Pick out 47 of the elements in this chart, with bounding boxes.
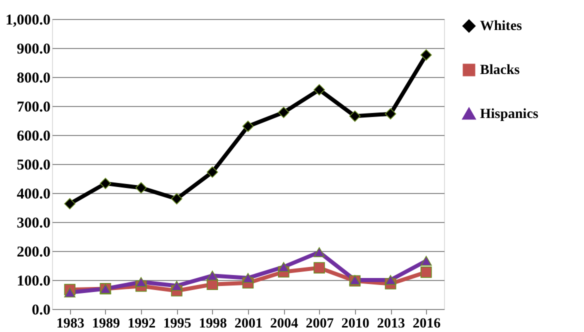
x-tick-label: 1998 <box>198 316 227 332</box>
point <box>314 247 325 258</box>
point <box>314 262 325 274</box>
y-tick-label: 800.0 <box>16 70 50 86</box>
legend-label: Whites <box>480 19 523 34</box>
y-tick-label: 0.0 <box>32 302 50 318</box>
point <box>242 273 254 283</box>
x-tick-label: 2013 <box>377 316 406 332</box>
x-tick-label: 1989 <box>92 316 120 332</box>
point <box>278 262 290 272</box>
point <box>64 288 76 298</box>
x-tick-label: 2004 <box>270 316 298 332</box>
x-tick-label: 1983 <box>56 316 84 332</box>
point <box>420 266 432 278</box>
x-tick-label: 1992 <box>128 316 156 332</box>
point <box>171 280 182 291</box>
point <box>420 49 432 61</box>
point <box>206 166 218 178</box>
point <box>278 106 290 118</box>
point <box>171 193 182 204</box>
x-tick-label: 2016 <box>412 316 441 332</box>
point <box>314 84 325 96</box>
x-tick-label: 2001 <box>234 316 262 332</box>
y-tick-label: 300.0 <box>16 216 50 232</box>
point <box>349 110 361 122</box>
y-tick-label: 900.0 <box>16 42 50 58</box>
point <box>135 277 147 287</box>
x-tick-label: 1995 <box>163 316 192 332</box>
x-tick-label: 2010 <box>341 316 370 332</box>
legend-label: Blacks <box>480 63 520 78</box>
legend-label: Hispanics <box>480 107 539 122</box>
point <box>135 182 147 194</box>
point <box>206 270 218 281</box>
y-tick-label: 600.0 <box>16 128 50 144</box>
point <box>100 178 112 190</box>
point <box>384 108 396 120</box>
y-tick-label: 400.0 <box>16 186 50 202</box>
point <box>242 120 254 132</box>
y-tick-label: 700.0 <box>16 100 50 116</box>
point <box>64 198 76 210</box>
y-tick-label: 1,000.0 <box>6 12 50 28</box>
y-tick-label: 500.0 <box>16 158 50 174</box>
y-tick-label: 200.0 <box>16 244 50 260</box>
point <box>420 256 432 266</box>
y-tick-label: 100.0 <box>16 274 50 290</box>
x-tick-label: 2007 <box>306 316 334 332</box>
point <box>384 275 396 285</box>
